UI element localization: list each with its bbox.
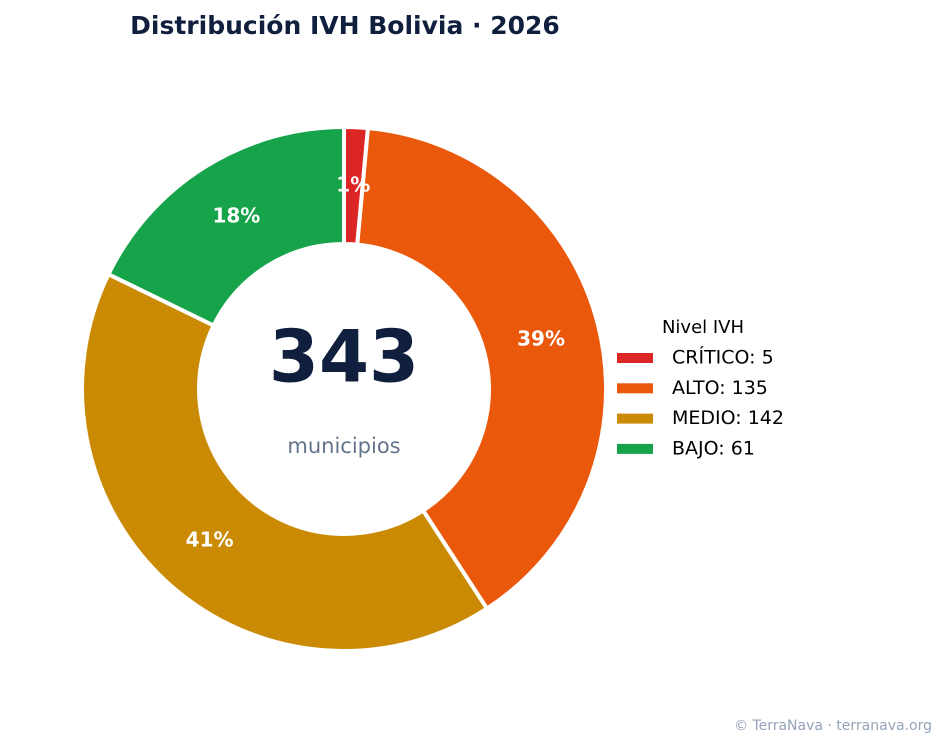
- wedge: [105, 124, 346, 329]
- donut: [80, 124, 608, 653]
- legend-label: BAJO: 61: [672, 437, 755, 459]
- wedge: [355, 125, 608, 612]
- value-label: 39%: [517, 327, 565, 351]
- legend-title: Nivel IVH: [662, 317, 744, 338]
- legend-swatch: [617, 413, 653, 424]
- value-label: 18%: [212, 203, 260, 227]
- wedge: [80, 271, 490, 653]
- footer: © TerraNava · terranava.org: [734, 718, 932, 734]
- legend-swatch: [617, 443, 653, 454]
- legend-swatch: [617, 353, 653, 363]
- center-value: 343: [269, 315, 419, 399]
- legend-swatch: [617, 383, 653, 394]
- legend-label: CRÍTICO: 5: [672, 346, 774, 369]
- value-label: 1%: [336, 173, 370, 197]
- value-label: 41%: [186, 528, 234, 552]
- legend-label: ALTO: 135: [672, 377, 768, 399]
- center-label: municipios: [287, 434, 400, 458]
- legend-label: MEDIO: 142: [672, 407, 784, 429]
- chart-title: Distribución IVH Bolivia · 2026: [130, 11, 560, 40]
